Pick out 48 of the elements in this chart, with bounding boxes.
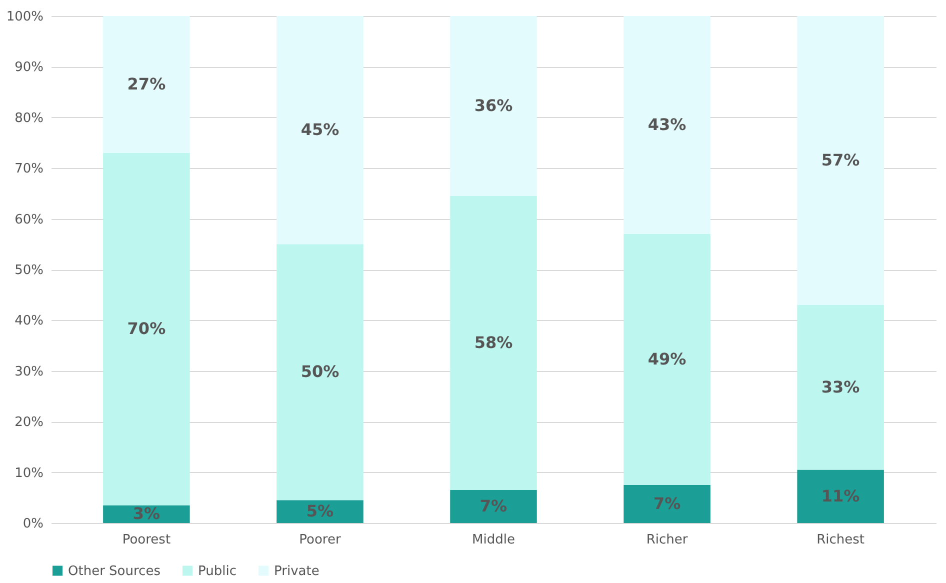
data-label: 36% <box>474 96 513 115</box>
bar <box>276 16 364 244</box>
legend-label: Private <box>274 564 320 579</box>
x-tick-label: Middle <box>472 532 515 548</box>
y-tick-label: 90% <box>14 60 44 76</box>
bar <box>450 16 537 196</box>
bar <box>797 470 884 523</box>
bar <box>624 484 710 523</box>
y-tick-label: 50% <box>14 263 44 278</box>
x-tick-label: Richer <box>646 532 688 548</box>
y-tick-label: 40% <box>14 314 44 329</box>
data-label: 43% <box>648 115 686 134</box>
x-tick-label: Poorer <box>299 532 342 548</box>
data-label: 7% <box>653 494 681 513</box>
legend-label: Public <box>198 564 236 579</box>
y-tick-label: 100% <box>6 10 44 24</box>
data-label: 58% <box>474 333 513 352</box>
bar <box>624 234 710 485</box>
data-label: 7% <box>480 496 508 516</box>
data-label: 70% <box>127 319 166 338</box>
bar <box>276 500 364 523</box>
bar <box>276 244 364 500</box>
data-label: 3% <box>132 504 160 524</box>
data-label: 49% <box>648 349 686 368</box>
data-label: 5% <box>306 502 334 521</box>
data-label: 50% <box>300 362 340 382</box>
y-tick-label: 20% <box>14 415 44 430</box>
data-label: 45% <box>300 120 340 140</box>
y-tick-label: 10% <box>14 466 44 481</box>
data-label: 11% <box>821 486 860 506</box>
y-tick-label: 70% <box>14 162 44 177</box>
bar <box>797 304 884 470</box>
bar <box>103 152 190 506</box>
y-tick-label: 80% <box>14 110 44 126</box>
bar <box>103 16 190 153</box>
y-tick-label: 60% <box>14 212 44 228</box>
y-tick-label: 0% <box>22 516 44 532</box>
data-label: 27% <box>127 74 166 94</box>
bar <box>450 196 537 490</box>
bar <box>450 490 537 523</box>
legend-label: Other Sources <box>68 564 161 579</box>
x-tick-label: Poorest <box>122 532 171 548</box>
data-label: 33% <box>821 377 860 396</box>
data-label: 57% <box>821 150 860 170</box>
x-tick-label: Richest <box>816 532 865 548</box>
y-tick-label: 30% <box>14 364 44 380</box>
bar <box>624 16 710 234</box>
bar <box>797 16 884 305</box>
